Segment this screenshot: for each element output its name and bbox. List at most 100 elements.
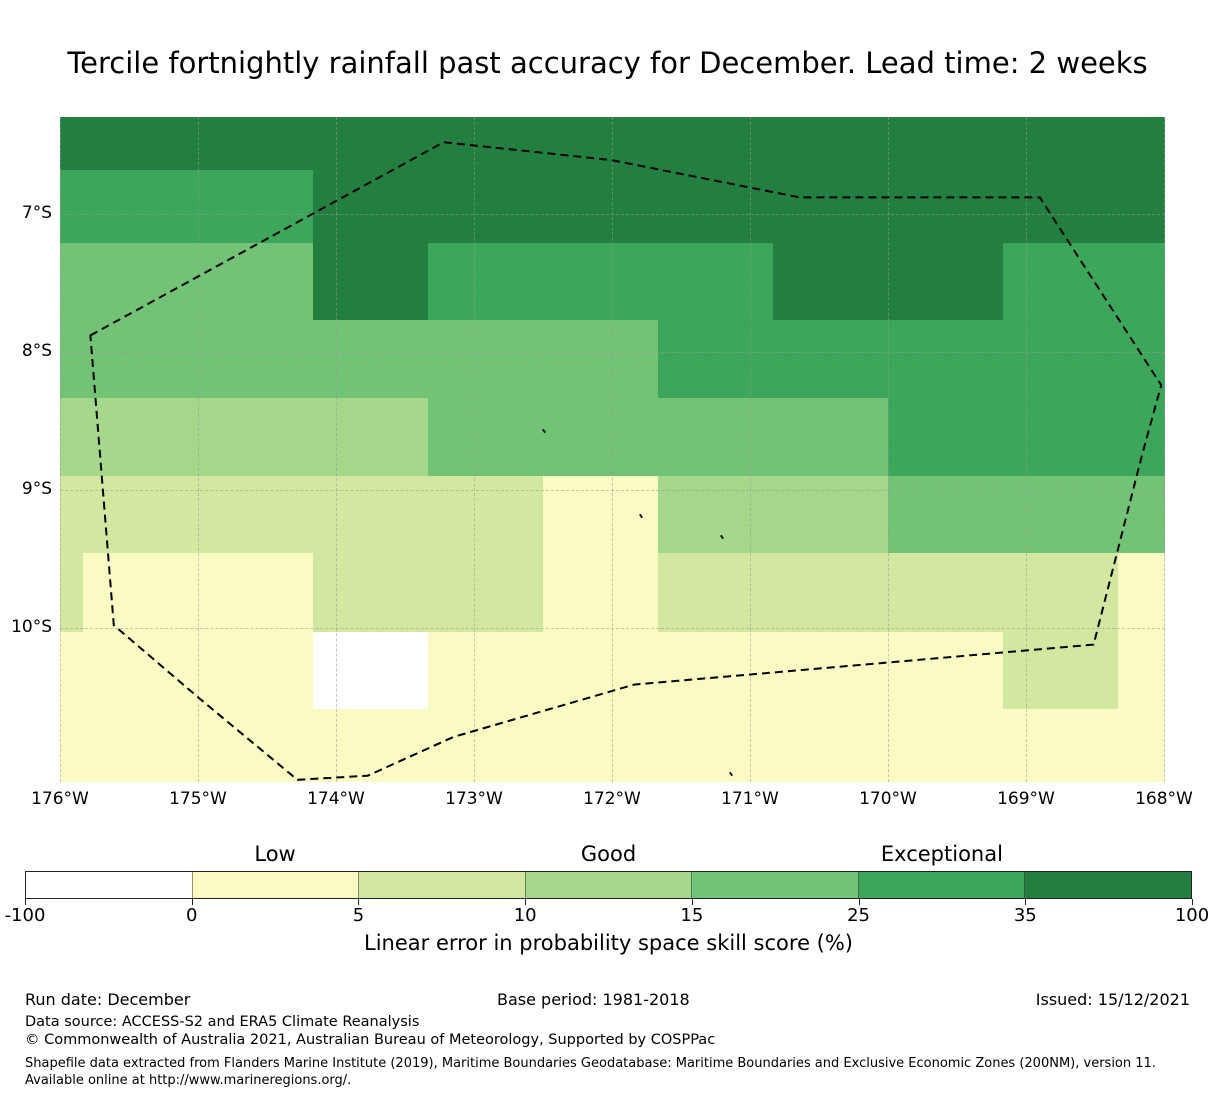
map-cell	[773, 709, 889, 782]
map-cell	[657, 553, 775, 633]
map-cell	[198, 632, 314, 710]
colorbar-segment	[691, 872, 858, 898]
map-cell	[198, 117, 314, 171]
colorbar-tick	[858, 899, 860, 905]
map-cell	[543, 397, 659, 477]
map-cell	[888, 320, 1004, 399]
map-cell	[428, 397, 544, 477]
colorbar-segment	[857, 872, 1025, 898]
map-cell	[60, 476, 85, 555]
map-cell	[773, 553, 889, 633]
colorbar-tick	[525, 899, 527, 905]
map-cell	[198, 397, 314, 477]
map-cell	[543, 320, 659, 399]
map-cell	[773, 320, 889, 399]
map-cell	[83, 397, 199, 477]
longitude-tick-label: 173°W	[445, 789, 503, 809]
map-cell	[1002, 476, 1120, 555]
latitude-tick-label: 8°S	[21, 341, 52, 361]
longitude-tick-label: 169°W	[997, 789, 1055, 809]
latitude-tick-label: 9°S	[21, 479, 52, 499]
map-cell	[428, 242, 544, 321]
map-cell	[1118, 169, 1165, 244]
map-cell	[1118, 320, 1165, 399]
colorbar-tick	[691, 899, 693, 905]
colorbar-segment	[191, 872, 359, 898]
map-cell	[428, 632, 544, 710]
map-cell	[888, 397, 1004, 477]
colorbar-tick-label: 5	[352, 905, 365, 926]
map-cell	[657, 169, 775, 244]
colorbar-tick	[25, 899, 26, 905]
map-cell	[198, 169, 314, 244]
colorbar-tick	[191, 899, 193, 905]
latitude-tick-label: 7°S	[21, 203, 52, 223]
map-cell	[1118, 632, 1165, 710]
map-cell	[543, 169, 659, 244]
map-cell	[888, 709, 1004, 782]
map-cell	[428, 709, 544, 782]
colorbar-caption: Linear error in probability space skill …	[364, 931, 853, 955]
map-cell	[312, 476, 430, 555]
map-cell	[1118, 709, 1165, 782]
map-cell	[1118, 242, 1165, 321]
map-cell	[312, 242, 430, 321]
map-cell	[657, 320, 775, 399]
colorbar-tick-label: 35	[1013, 905, 1037, 926]
map-cell	[888, 553, 1004, 633]
map-cell	[657, 632, 775, 710]
map-cell	[312, 553, 430, 633]
map-cell	[60, 242, 85, 321]
colorbar-tick	[1192, 899, 1193, 905]
map-cell	[888, 242, 1004, 321]
longitude-tick-label: 175°W	[169, 789, 227, 809]
map-cell	[543, 709, 659, 782]
map-cell	[60, 709, 85, 782]
map-cell	[312, 709, 430, 782]
map-cell	[428, 476, 544, 555]
map-cell	[1002, 242, 1120, 321]
longitude-tick-label: 170°W	[859, 789, 917, 809]
map-cell	[198, 476, 314, 555]
map-cell	[657, 117, 775, 171]
map-cell	[543, 117, 659, 171]
map-cell	[60, 117, 85, 171]
map-cell	[312, 397, 430, 477]
map-cell	[543, 632, 659, 710]
map-cell	[312, 169, 430, 244]
map-cell	[83, 169, 199, 244]
map-cell	[657, 709, 775, 782]
colorbar-tick-label: 100	[1174, 905, 1210, 926]
chart-title: Tercile fortnightly rainfall past accura…	[67, 46, 1148, 80]
colorbar-category-label: Low	[254, 842, 296, 866]
colorbar-segment	[1024, 872, 1192, 898]
map-cell	[888, 117, 1004, 171]
map-cell	[773, 242, 889, 321]
map-cell	[657, 397, 775, 477]
longitude-tick-label: 174°W	[307, 789, 365, 809]
colorbar-tick-label: 10	[513, 905, 537, 926]
colorbar-segment	[358, 872, 525, 898]
map-cell	[60, 397, 85, 477]
map-cell	[657, 242, 775, 321]
latitude-tick-label: 10°S	[11, 617, 52, 637]
map-cell	[1002, 709, 1120, 782]
colorbar-category-label: Exceptional	[880, 842, 1003, 866]
copyright-text: © Commonwealth of Australia 2021, Austra…	[25, 1032, 716, 1048]
map-cell	[198, 320, 314, 399]
map-cell	[198, 242, 314, 321]
map-cell	[198, 553, 314, 633]
longitude-tick-label: 171°W	[721, 789, 779, 809]
colorbar-tick	[1025, 899, 1027, 905]
map-cell	[1002, 320, 1120, 399]
base-period-text: Base period: 1981-2018	[497, 990, 690, 1009]
map-cell	[83, 476, 199, 555]
colorbar-category-label: Good	[580, 842, 637, 866]
colorbar-tick-label: 15	[680, 905, 704, 926]
map-cell	[888, 632, 1004, 710]
map-cell	[1002, 117, 1120, 171]
map-cell	[1118, 117, 1165, 171]
map-cell	[888, 169, 1004, 244]
map-cell	[1002, 397, 1120, 477]
